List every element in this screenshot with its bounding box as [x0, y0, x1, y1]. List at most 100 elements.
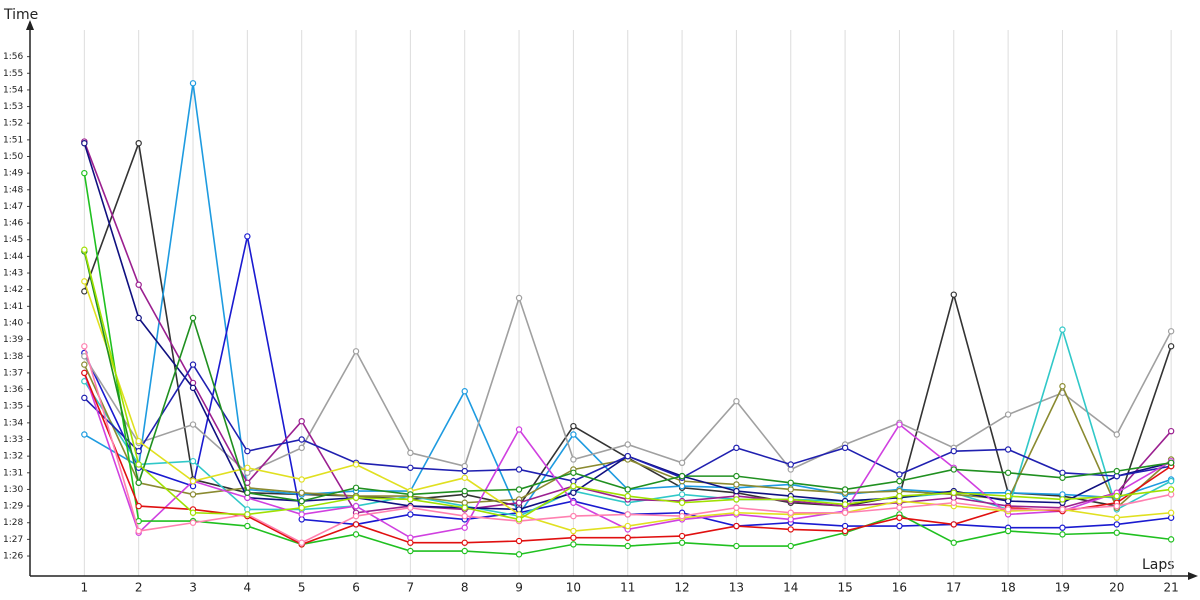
y-tick-label: 1:28: [3, 518, 23, 528]
data-point: [1113, 431, 1120, 438]
data-point: [81, 278, 88, 285]
data-point: [1004, 411, 1012, 418]
data-point: [352, 461, 360, 468]
data-point: [787, 496, 794, 503]
y-tick-label: 1:48: [3, 185, 23, 195]
data-point: [1059, 383, 1066, 390]
y-tick-label: 1:51: [3, 135, 23, 145]
data-point: [1167, 509, 1175, 516]
data-point: [1167, 343, 1175, 350]
data-point: [624, 492, 631, 500]
data-point: [678, 539, 686, 546]
data-point: [787, 542, 794, 550]
data-point: [352, 494, 360, 501]
data-point: [244, 511, 251, 518]
y-tick-label: 1:43: [3, 269, 23, 279]
data-point: [352, 521, 360, 528]
data-point: [1167, 427, 1175, 435]
data-point: [352, 502, 360, 510]
data-point: [244, 489, 251, 496]
data-point: [461, 547, 468, 555]
data-point: [298, 504, 305, 511]
data-point: [678, 472, 686, 480]
data-point: [407, 511, 414, 518]
y-tick-label: 1:27: [3, 535, 23, 545]
data-point: [461, 474, 468, 481]
data-point: [515, 426, 523, 433]
data-point: [1059, 496, 1066, 503]
data-point: [1059, 326, 1066, 333]
data-point: [81, 431, 88, 438]
data-point: [81, 394, 88, 402]
data-point: [461, 487, 468, 495]
data-point: [244, 464, 251, 471]
data-point: [841, 527, 849, 535]
data-point: [1004, 506, 1012, 513]
data-point: [81, 343, 88, 350]
data-point: [189, 519, 197, 526]
y-tick-label: 1:47: [3, 202, 23, 212]
data-point: [950, 521, 957, 528]
data-point: [81, 361, 88, 368]
x-tick-label: 4: [244, 581, 252, 595]
data-point: [189, 477, 197, 485]
data-point: [896, 514, 903, 521]
data-point: [1004, 469, 1012, 476]
data-point: [896, 421, 903, 428]
data-point: [352, 348, 360, 355]
y-tick-label: 1:50: [3, 152, 23, 162]
data-point: [135, 281, 142, 288]
data-point: [407, 464, 414, 471]
y-tick-label: 1:54: [3, 85, 23, 95]
x-tick-label: 15: [837, 581, 852, 595]
data-point: [1167, 477, 1175, 485]
y-tick-label: 1:34: [3, 418, 23, 428]
data-point: [950, 447, 957, 455]
data-point: [1059, 474, 1066, 481]
data-point: [570, 469, 577, 476]
data-point: [298, 511, 305, 518]
data-point: [515, 499, 523, 506]
y-tick-label: 1:36: [3, 385, 23, 395]
series: [81, 246, 1175, 523]
data-point: [298, 476, 305, 483]
y-tick-label: 1:44: [3, 252, 23, 262]
x-tick-label: 18: [1000, 581, 1015, 595]
y-tick-label: 1:53: [3, 102, 23, 112]
data-point: [1113, 529, 1120, 536]
x-tick-label: 3: [189, 581, 197, 595]
data-point: [570, 534, 577, 541]
data-point: [841, 501, 849, 508]
data-point: [733, 444, 740, 452]
data-point: [787, 509, 794, 516]
series: [81, 361, 1175, 485]
data-point: [407, 496, 414, 503]
data-point: [1113, 521, 1120, 528]
data-point: [624, 522, 631, 530]
data-point: [1059, 524, 1066, 531]
data-point: [135, 527, 142, 535]
data-point: [298, 417, 305, 425]
y-tick-label: 1:32: [3, 452, 23, 462]
data-point: [515, 551, 523, 558]
y-tick-label: 1:52: [3, 119, 23, 129]
data-point: [135, 139, 142, 147]
data-point: [1059, 506, 1066, 513]
data-point: [1167, 328, 1175, 335]
x-tick-label: 7: [407, 581, 415, 595]
y-tick-label: 1:26: [3, 552, 23, 562]
data-point: [515, 294, 523, 302]
data-point: [570, 499, 577, 506]
data-point: [1167, 459, 1175, 467]
x-tick-label: 16: [892, 581, 907, 595]
data-point: [298, 497, 305, 505]
y-tick-label: 1:35: [3, 402, 23, 412]
data-point: [352, 531, 360, 538]
data-point: [1004, 446, 1012, 453]
data-point: [189, 509, 197, 516]
data-point: [787, 486, 794, 493]
y-tick-label: 1:46: [3, 219, 23, 229]
data-point: [1167, 536, 1175, 543]
y-tick-label: 1:56: [3, 52, 23, 62]
